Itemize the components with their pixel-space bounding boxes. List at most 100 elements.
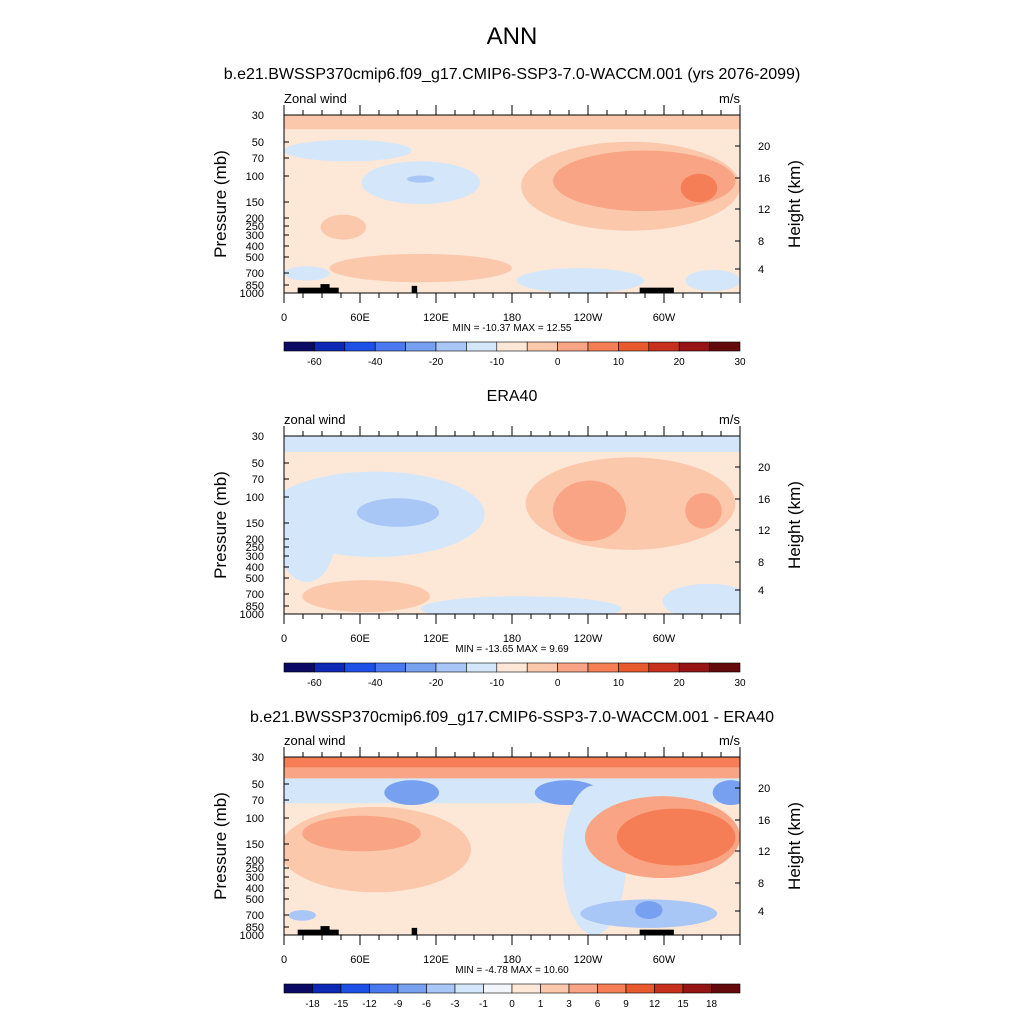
y-axis-title: Pressure (mb) <box>211 792 230 900</box>
x-tick-label: 120W <box>574 633 603 645</box>
y2-tick-label: 20 <box>758 783 770 795</box>
y2-tick-label: 16 <box>758 494 770 506</box>
contour-fill <box>284 115 740 293</box>
y2-tick-label: 20 <box>758 141 770 153</box>
y-tick-label: 100 <box>246 813 264 825</box>
colorbar-label: -3 <box>451 999 460 1010</box>
colorbar-label: 20 <box>674 678 686 689</box>
colorbar-swatch <box>435 341 467 352</box>
colorbar-swatch <box>435 662 467 673</box>
panel-2-title: ERA40 <box>487 388 538 405</box>
y-tick-label: 50 <box>252 137 264 149</box>
colorbar-swatch <box>557 341 589 352</box>
x-tick-label: 0 <box>281 312 287 324</box>
contour-region <box>420 596 622 614</box>
colorbar-swatch <box>678 662 710 673</box>
colorbar-label: 0 <box>555 678 561 689</box>
colorbar-swatch <box>283 662 315 673</box>
figure-title: ANN <box>487 23 538 50</box>
contour-fill <box>284 757 740 935</box>
colorbar-swatch <box>618 662 650 673</box>
colorbar-swatch <box>648 662 680 673</box>
colorbar-swatch <box>283 341 315 352</box>
colorbar-swatch <box>405 341 437 352</box>
colorbar-swatch <box>312 983 342 994</box>
colorbar-swatch <box>625 983 655 994</box>
contour-region <box>553 480 627 542</box>
x-tick-label: 60W <box>653 312 676 324</box>
contour-region <box>284 266 330 281</box>
y-tick-label: 100 <box>246 171 264 183</box>
contour-region <box>284 115 740 130</box>
colorbar-label: -20 <box>429 357 444 368</box>
colorbar-swatch <box>496 662 528 673</box>
y-tick-label: 700 <box>246 589 264 601</box>
panel-1-title: b.e21.BWSSP370cmip6.f09_g17.CMIP6-SSP3-7… <box>224 66 801 83</box>
y2-axis-title: Height (km) <box>785 481 804 569</box>
panel-3-title: b.e21.BWSSP370cmip6.f09_g17.CMIP6-SSP3-7… <box>250 709 774 726</box>
x-tick-label: 60E <box>350 312 370 324</box>
colorbar-swatch <box>340 983 370 994</box>
x-tick-label: 0 <box>281 954 287 966</box>
colorbar-label: 6 <box>595 999 601 1010</box>
y-tick-label: 250 <box>246 221 264 233</box>
colorbar-label: 20 <box>674 357 686 368</box>
y-tick-label: 70 <box>252 153 264 165</box>
colorbar-swatch <box>597 983 627 994</box>
contour-region <box>680 173 718 203</box>
y2-axis-title: Height (km) <box>785 802 804 890</box>
y-tick-label: 250 <box>246 863 264 875</box>
topography <box>639 287 674 293</box>
colorbar-swatch <box>454 983 484 994</box>
topography <box>297 929 339 935</box>
y2-tick-label: 4 <box>758 906 764 918</box>
colorbar-swatch <box>540 983 570 994</box>
y2-tick-label: 16 <box>758 173 770 185</box>
contour-region <box>407 175 435 183</box>
colorbar: -60 -40 -20 -10 0 10 20 30 <box>283 341 746 368</box>
min-max-stats: MIN = -13.65 MAX = 9.69 <box>455 644 569 655</box>
colorbar-swatch <box>709 341 741 352</box>
contour-region <box>288 910 316 921</box>
colorbar-swatch <box>314 662 346 673</box>
contour-region <box>284 757 740 768</box>
y-tick-label: 1000 <box>240 288 264 300</box>
colorbar-swatch <box>654 983 684 994</box>
contour-region <box>302 815 421 852</box>
x-tick-label: 60W <box>653 954 676 966</box>
colorbar-swatch <box>526 341 558 352</box>
y-tick-label: 30 <box>252 110 264 122</box>
y2-tick-label: 12 <box>758 846 770 858</box>
colorbar-label: 30 <box>734 678 746 689</box>
x-tick-label: 180 <box>503 312 521 324</box>
colorbar-swatch <box>618 341 650 352</box>
y-axis-title: Pressure (mb) <box>211 471 230 579</box>
colorbar-swatch <box>557 662 589 673</box>
colorbar-label: -1 <box>479 999 488 1010</box>
y-tick-label: 1000 <box>240 609 264 621</box>
colorbar-label: -20 <box>429 678 444 689</box>
colorbar-swatch <box>405 662 437 673</box>
y-tick-label: 300 <box>246 551 264 563</box>
contour-region <box>685 492 722 529</box>
y-tick-label: 500 <box>246 573 264 585</box>
y-tick-label: 500 <box>246 894 264 906</box>
y-tick-label: 30 <box>252 431 264 443</box>
colorbar-swatch <box>678 341 710 352</box>
colorbar-label: -15 <box>334 999 349 1010</box>
y-tick-label: 700 <box>246 268 264 280</box>
y-tick-label: 300 <box>246 230 264 242</box>
topography <box>411 285 418 293</box>
colorbar-label: -6 <box>422 999 431 1010</box>
topography <box>320 284 330 293</box>
contour-region <box>302 580 430 613</box>
colorbar-swatch <box>587 341 619 352</box>
y2-tick-label: 12 <box>758 204 770 216</box>
colorbar-label: 0 <box>509 999 515 1010</box>
x-tick-label: 60E <box>350 954 370 966</box>
colorbar-swatch <box>374 662 406 673</box>
colorbar-label: -9 <box>394 999 403 1010</box>
contour-region <box>356 498 440 527</box>
contour-region <box>284 503 335 582</box>
